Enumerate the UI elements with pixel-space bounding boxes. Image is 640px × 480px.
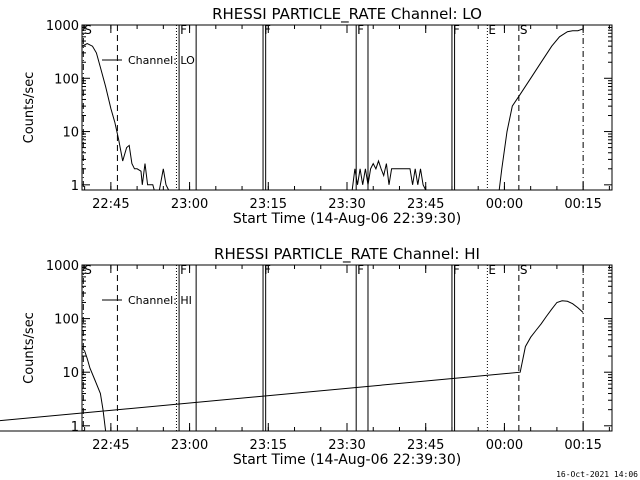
- y-tick-label: 1000: [46, 19, 79, 34]
- y-tick-label: 1000: [46, 259, 79, 274]
- time-marker-label: S: [520, 263, 528, 277]
- y-tick-label: 100: [54, 72, 79, 87]
- y-tick-label: 1: [71, 420, 79, 435]
- x-tick-label: 23:15: [250, 438, 287, 453]
- panel-hi-channel: RHESSI PARTICLE_RATE Channel: HI 1 10 100 10…: [0, 245, 613, 468]
- x-tick-label: 00:00: [486, 438, 523, 453]
- time-marker-label: S: [520, 23, 528, 37]
- x-tick-label: 23:30: [328, 197, 365, 212]
- time-marker-label: E: [488, 23, 496, 37]
- x-tick-label: 00:00: [486, 197, 523, 212]
- time-marker-label: F: [264, 23, 271, 37]
- x-tick-label: 23:15: [250, 197, 287, 212]
- time-marker-label: S: [84, 263, 92, 277]
- time-marker-label: F: [357, 23, 364, 37]
- x-tick-label: 23:00: [171, 197, 208, 212]
- x-tick-label: 22:45: [92, 438, 129, 453]
- x-axis-label: Start Time (14-Aug-06 22:39:30): [233, 211, 461, 227]
- x-tick-label: 23:00: [171, 438, 208, 453]
- time-marker-label: F: [453, 263, 460, 277]
- x-tick-label: 23:30: [328, 438, 365, 453]
- y-axis-label: Counts/sec: [22, 72, 37, 144]
- time-marker-label: F: [264, 263, 271, 277]
- time-marker-label: S: [84, 23, 92, 37]
- x-tick-label: 23:45: [407, 438, 444, 453]
- timestamp: 16-Oct-2021 14:06: [556, 470, 638, 479]
- time-marker-label: F: [453, 23, 460, 37]
- x-axis-label: Start Time (14-Aug-06 22:39:30): [233, 452, 461, 468]
- x-tick-label: 23:45: [407, 197, 444, 212]
- y-tick-label: 10: [62, 366, 79, 381]
- legend-label: Channel: LO: [128, 54, 195, 67]
- y-tick-label: 1: [71, 179, 79, 194]
- x-tick-label: 00:15: [564, 438, 601, 453]
- panel-lo-channel: RHESSI PARTICLE_RATE Channel: LO 1 10 100 10…: [22, 5, 613, 227]
- y-tick-label: 100: [54, 313, 79, 328]
- chart-title: RHESSI PARTICLE_RATE Channel: LO: [212, 5, 482, 24]
- series-line: [81, 28, 584, 191]
- plot-frame: [81, 24, 613, 191]
- legend-label: Channel: HI: [128, 294, 192, 307]
- x-tick-label: 22:45: [92, 197, 129, 212]
- time-marker-label: F: [357, 263, 364, 277]
- x-tick-label: 00:15: [564, 197, 601, 212]
- y-axis-label: Counts/sec: [22, 312, 37, 384]
- time-marker-label: F: [180, 263, 187, 277]
- y-tick-label: 10: [62, 126, 79, 141]
- time-marker-label: E: [488, 263, 496, 277]
- time-marker-label: F: [180, 23, 187, 37]
- chart-title: RHESSI PARTICLE_RATE Channel: HI: [214, 245, 480, 264]
- series-line: [0, 300, 584, 432]
